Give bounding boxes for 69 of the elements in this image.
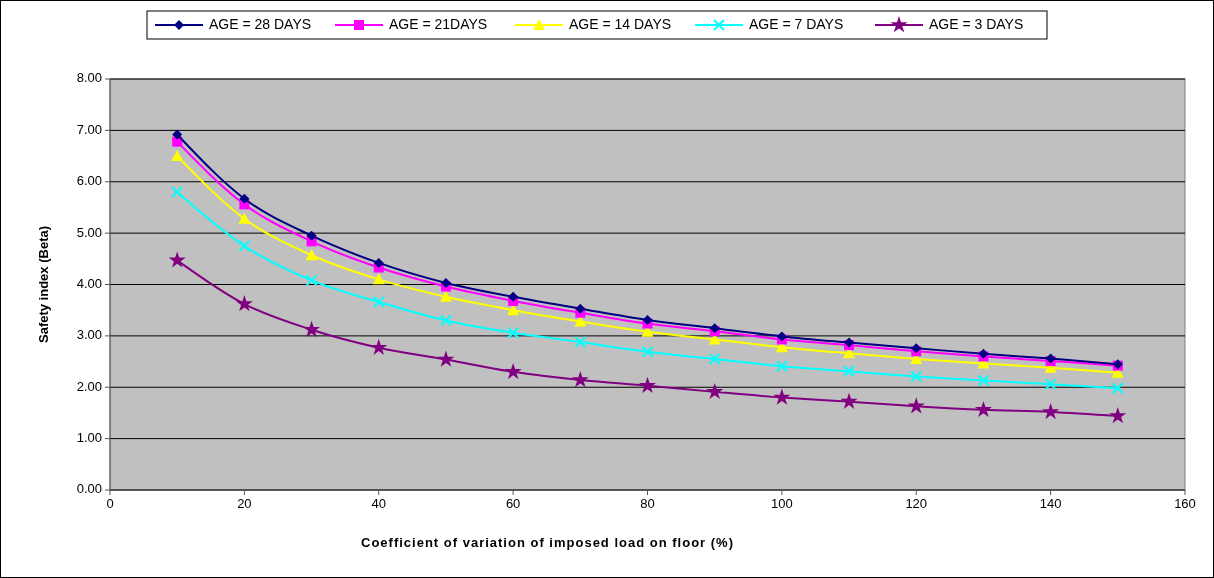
point <box>508 291 519 302</box>
point <box>171 150 184 162</box>
point <box>773 388 791 405</box>
legend-label: AGE = 14 DAYS <box>569 15 672 32</box>
y-tick-label: 6.00 <box>76 173 102 189</box>
point <box>706 382 724 400</box>
point <box>843 365 856 378</box>
point <box>974 400 992 418</box>
point <box>238 212 251 224</box>
point <box>1042 402 1060 420</box>
point <box>1044 378 1057 391</box>
x-tick-label: 40 <box>371 496 386 511</box>
x-tick-label: 80 <box>640 496 655 511</box>
x-tick-label: 20 <box>237 496 252 511</box>
point <box>372 295 385 308</box>
point <box>171 186 184 199</box>
point <box>907 397 925 414</box>
point <box>507 304 520 316</box>
y-tick-label: 8.00 <box>76 70 102 86</box>
y-tick-label: 7.00 <box>76 121 102 137</box>
point <box>372 273 385 285</box>
legend-label: AGE = 21DAYS <box>389 15 488 32</box>
x-tick-label: 120 <box>905 496 928 511</box>
point <box>370 338 388 355</box>
point <box>238 239 251 252</box>
x-tick-label: 100 <box>771 496 793 511</box>
legend-label: AGE = 7 DAYS <box>749 15 844 32</box>
y-tick-label: 3.00 <box>76 327 102 343</box>
x-tick-label: 0 <box>106 496 114 511</box>
y-axis-title: Safety index (Beta) <box>36 225 51 344</box>
point <box>303 320 321 337</box>
point <box>571 371 589 388</box>
point <box>642 314 653 325</box>
point <box>641 345 654 358</box>
y-tick-label: 0.00 <box>76 481 102 497</box>
point <box>306 230 317 241</box>
point <box>439 314 452 327</box>
point <box>305 249 318 261</box>
point <box>575 303 586 314</box>
point <box>439 290 452 302</box>
point <box>239 193 250 204</box>
point <box>977 374 990 387</box>
legend-label: AGE = 3 DAYS <box>929 15 1024 32</box>
point <box>235 295 253 312</box>
point <box>708 352 721 365</box>
legend-label: AGE = 28 DAYS <box>209 15 312 32</box>
point <box>440 277 451 288</box>
point <box>373 257 384 268</box>
x-tick-label: 160 <box>1174 496 1196 511</box>
y-tick-label: 2.00 <box>76 378 102 394</box>
x-tick-label: 140 <box>1039 496 1062 511</box>
point <box>507 326 520 339</box>
point <box>1111 382 1124 395</box>
point <box>775 360 788 373</box>
point <box>504 362 522 380</box>
point <box>840 392 858 409</box>
point <box>172 129 183 140</box>
point <box>1109 407 1127 424</box>
y-tick-label: 4.00 <box>76 275 102 291</box>
point <box>437 350 455 367</box>
x-axis-title: Coefficient of variation of imposed load on floor (%) <box>361 535 734 550</box>
y-tick-label: 1.00 <box>76 430 102 446</box>
point <box>168 251 186 268</box>
point <box>910 370 923 383</box>
point <box>638 376 657 393</box>
y-tick-label: 5.00 <box>76 224 102 240</box>
point <box>305 274 318 287</box>
point <box>574 336 587 349</box>
x-tick-label: 60 <box>505 496 521 511</box>
